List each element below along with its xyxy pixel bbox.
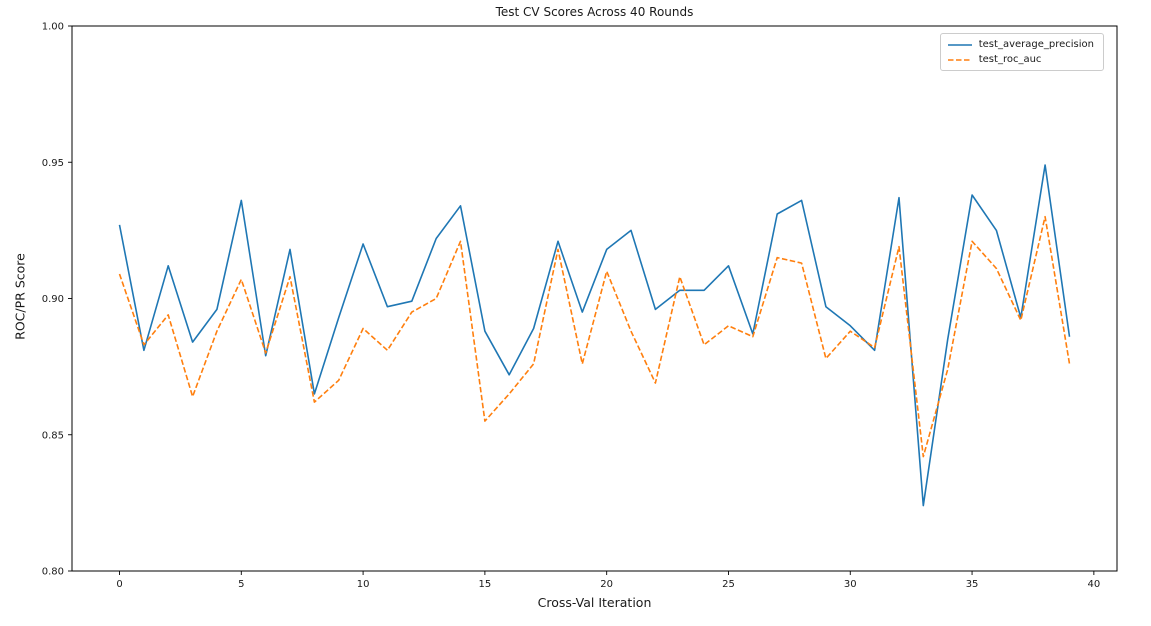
- legend-entry: test_average_precision: [947, 39, 1094, 50]
- x-tick-label: 35: [966, 579, 979, 590]
- legend-label: test_roc_auc: [978, 54, 1042, 65]
- y-tick-label: 0.80: [42, 567, 64, 578]
- legend: test_average_precision test_roc_auc: [939, 33, 1104, 71]
- x-tick-label: 0: [116, 579, 122, 590]
- chart-title: Test CV Scores Across 40 Rounds: [495, 5, 694, 19]
- x-tick-label: 10: [357, 579, 370, 590]
- series-line-test_roc_auc: [118, 215, 1071, 458]
- x-tick-label: 30: [844, 579, 857, 590]
- y-tick-label: 1.00: [42, 22, 64, 33]
- y-axis-label: ROC/PR Score: [12, 253, 28, 340]
- y-tick-label: 0.90: [42, 294, 64, 305]
- legend-line-sample-solid: [947, 43, 972, 46]
- legend-entry: test_roc_auc: [947, 54, 1094, 65]
- x-tick-label: 20: [600, 579, 613, 590]
- y-tick-label: 0.95: [42, 158, 64, 169]
- x-tick-label: 15: [479, 579, 492, 590]
- x-tick-label: 25: [722, 579, 735, 590]
- legend-label: test_average_precision: [978, 39, 1094, 50]
- x-axis-label: Cross-Val Iteration: [537, 595, 652, 610]
- legend-line-sample-dashed: [947, 58, 972, 61]
- x-tick-label: 5: [238, 579, 244, 590]
- x-tick-label: 40: [1087, 579, 1100, 590]
- y-tick-label: 0.85: [42, 430, 64, 441]
- axes-spines: [71, 25, 1118, 572]
- series-line-test_average_precision: [118, 164, 1071, 507]
